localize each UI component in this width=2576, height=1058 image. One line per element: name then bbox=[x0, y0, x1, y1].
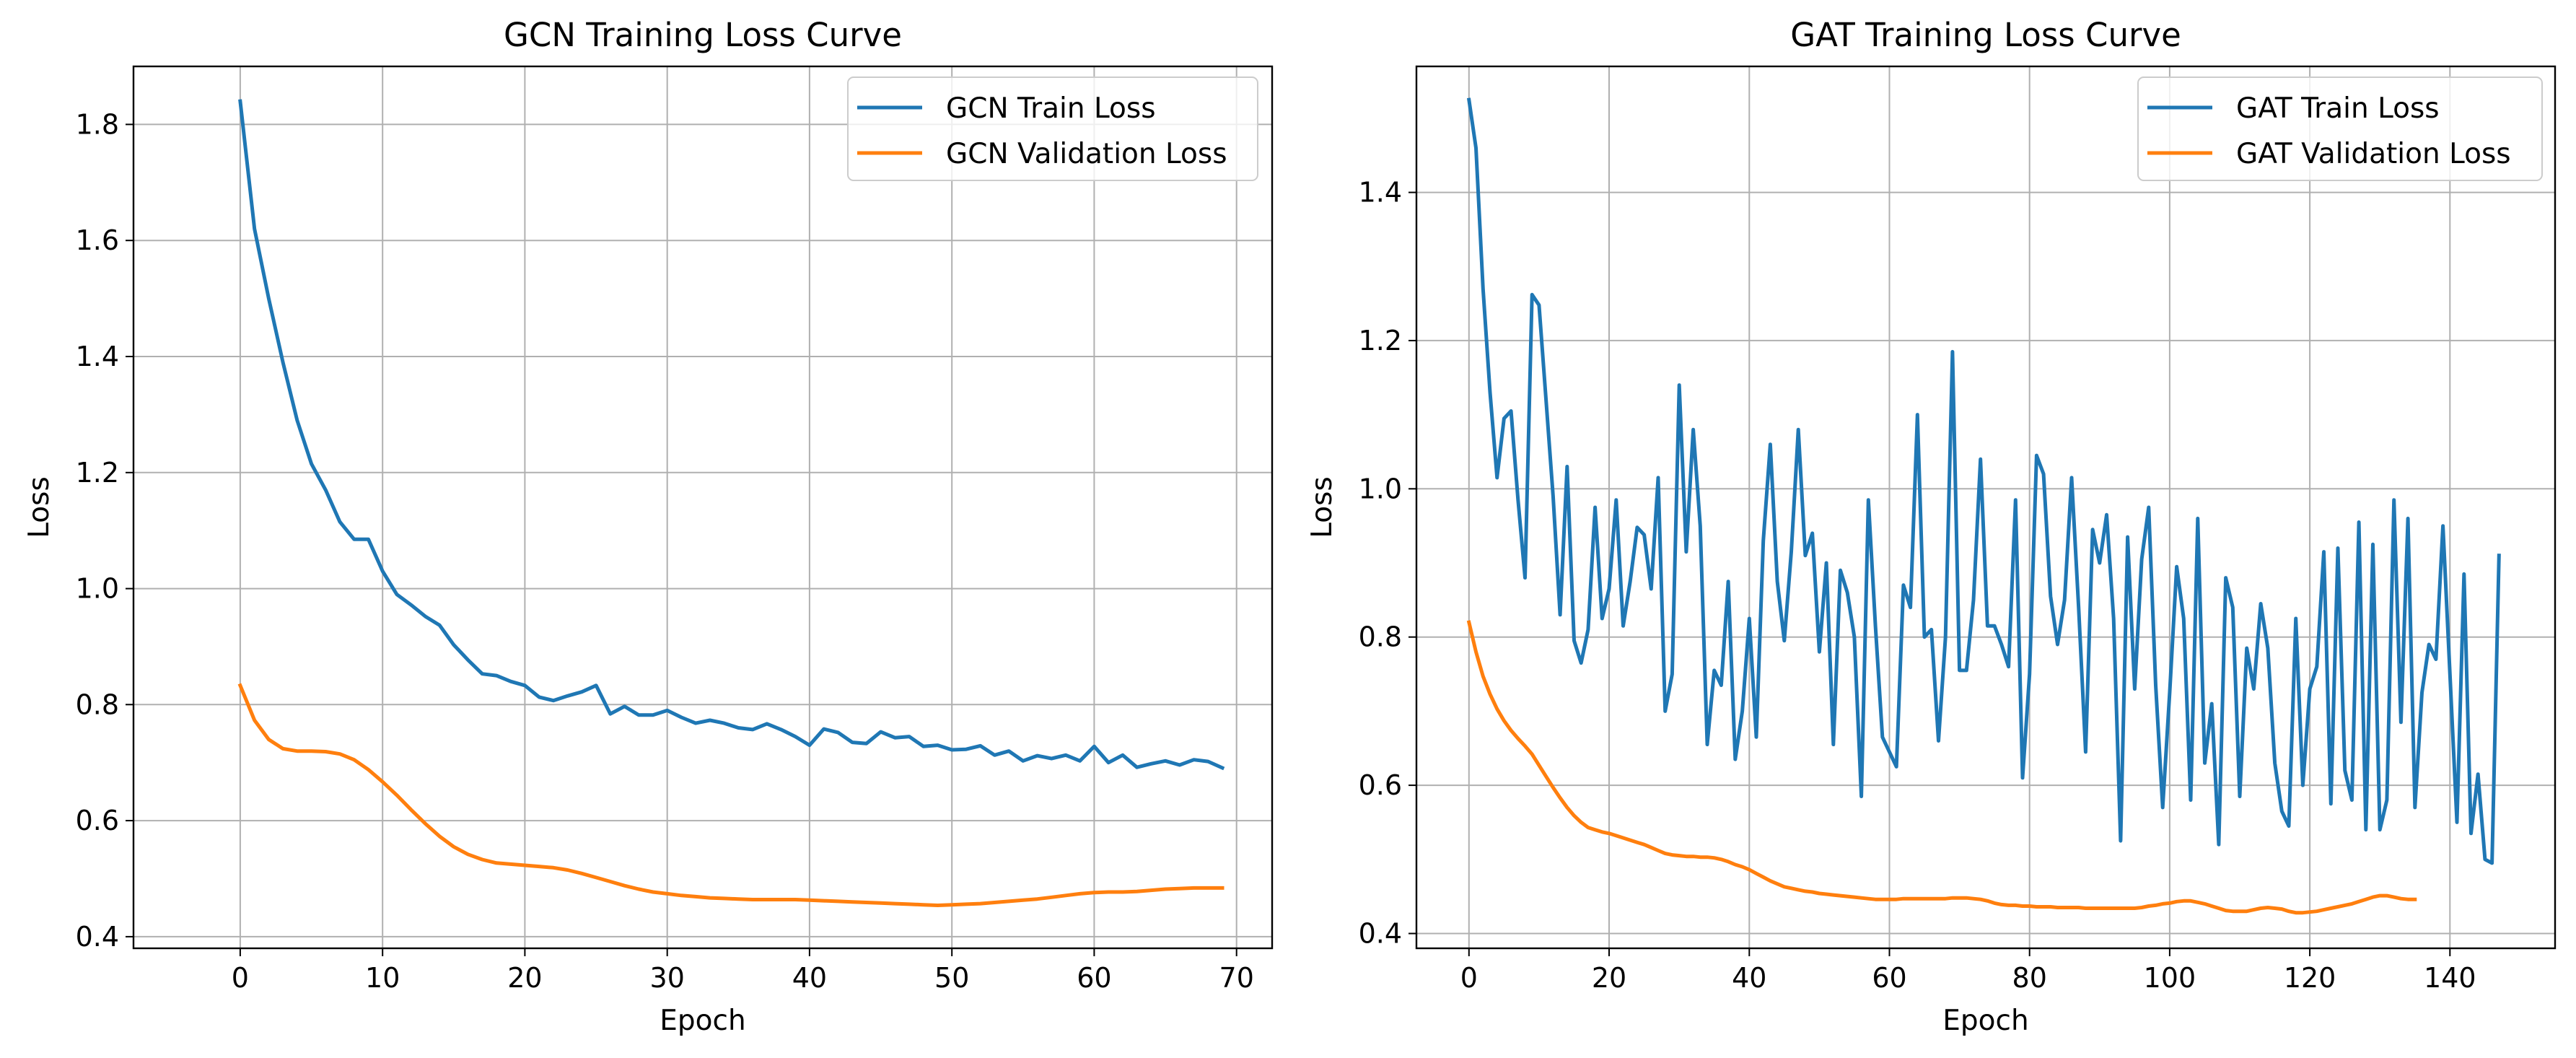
gat-x-tick-label: 40 bbox=[1732, 962, 1766, 994]
gcn-x-tick-label: 10 bbox=[365, 962, 400, 994]
gcn-y-tick-label: 0.4 bbox=[76, 921, 119, 953]
gat-x-axis-label: Epoch bbox=[1942, 1005, 2028, 1037]
gcn-grid bbox=[133, 66, 1272, 948]
gcn-y-tick-label: 0.6 bbox=[76, 805, 119, 836]
gat-x-tick-label: 60 bbox=[1872, 962, 1906, 994]
gat-y-tick-label: 1.2 bbox=[1359, 325, 1402, 357]
gcn-legend-val-label: GCN Validation Loss bbox=[946, 138, 1227, 170]
gcn-y-tick-label: 1.6 bbox=[76, 224, 119, 256]
gat-chart-title: GAT Training Loss Curve bbox=[1790, 16, 2181, 54]
gcn-x-tick-label: 20 bbox=[507, 962, 542, 994]
gcn-validation-loss-line bbox=[237, 683, 1225, 907]
gcn-y-tick-label: 1.2 bbox=[76, 457, 119, 489]
gcn-x-tick-label: 70 bbox=[1219, 962, 1254, 994]
gcn-train-loss-line bbox=[238, 99, 1225, 771]
gcn-y-tick-label: 1.8 bbox=[76, 108, 119, 140]
gat-legend-val-label: GAT Validation Loss bbox=[2236, 138, 2511, 170]
gcn-chart-title: GCN Training Loss Curve bbox=[504, 16, 902, 54]
gat-grid bbox=[1416, 66, 2555, 948]
gat-legend-train-label: GAT Train Loss bbox=[2236, 92, 2440, 125]
gcn-x-ticks: 0 10 20 30 40 50 60 70 bbox=[232, 948, 1254, 994]
gcn-x-tick-label: 30 bbox=[650, 962, 685, 994]
gcn-y-tick-label: 0.8 bbox=[76, 688, 119, 720]
gat-y-ticks: 0.4 0.6 0.8 1.0 1.2 1.4 bbox=[1359, 177, 1416, 950]
gcn-y-tick-label: 1.0 bbox=[76, 573, 119, 605]
gcn-y-axis-label: Loss bbox=[23, 476, 56, 538]
gat-validation-loss-line bbox=[1466, 620, 2417, 915]
gcn-legend: GCN Train Loss GCN Validation Loss bbox=[847, 76, 1258, 181]
gat-x-tick-label: 100 bbox=[2144, 962, 2196, 994]
gat-y-tick-label: 1.0 bbox=[1359, 473, 1402, 504]
gat-x-ticks: 0 20 40 60 80 100 120 140 bbox=[1460, 948, 2476, 994]
gat-x-tick-label: 20 bbox=[1592, 962, 1626, 994]
gat-series bbox=[1466, 97, 2501, 915]
gat-x-tick-label: 0 bbox=[1460, 962, 1478, 994]
gcn-x-tick-label: 0 bbox=[232, 962, 249, 994]
gat-y-tick-label: 1.4 bbox=[1359, 177, 1402, 209]
gcn-series bbox=[237, 99, 1225, 907]
gat-y-tick-label: 0.8 bbox=[1359, 621, 1402, 653]
gcn-x-axis-label: Epoch bbox=[660, 1005, 745, 1037]
gcn-x-tick-label: 40 bbox=[792, 962, 827, 994]
gcn-chart: 0 10 20 30 40 50 60 70 0.4 0.6 0.8 1.0 1.2 1.4 1.6 1.8… bbox=[23, 16, 1274, 1037]
gat-chart: 0 20 40 60 80 100 120 140 0.4 0.6 0.8 1.0 1.2 1.4 GA… bbox=[1306, 16, 2557, 1037]
gcn-y-ticks: 0.4 0.6 0.8 1.0 1.2 1.4 1.6 1.8 bbox=[76, 108, 133, 953]
gcn-x-tick-label: 60 bbox=[1077, 962, 1111, 994]
gat-legend-box bbox=[2137, 76, 2543, 181]
gat-y-axis-label: Loss bbox=[1306, 476, 1339, 538]
gcn-y-tick-label: 1.4 bbox=[76, 341, 119, 372]
gat-x-tick-label: 140 bbox=[2424, 962, 2476, 994]
gat-x-tick-label: 80 bbox=[2012, 962, 2047, 994]
gcn-axes-frame bbox=[132, 65, 1274, 950]
gcn-legend-train-label: GCN Train Loss bbox=[946, 92, 1156, 125]
gat-train-loss-line bbox=[1466, 97, 2501, 865]
gat-x-tick-label: 120 bbox=[2284, 962, 2336, 994]
gcn-x-tick-label: 50 bbox=[934, 962, 969, 994]
gat-axes-frame bbox=[1415, 65, 2557, 950]
gat-y-tick-label: 0.4 bbox=[1359, 918, 1402, 950]
gcn-legend-box bbox=[847, 76, 1258, 181]
gat-y-tick-label: 0.6 bbox=[1359, 769, 1402, 801]
gat-legend: GAT Train Loss GAT Validation Loss bbox=[2137, 76, 2543, 181]
